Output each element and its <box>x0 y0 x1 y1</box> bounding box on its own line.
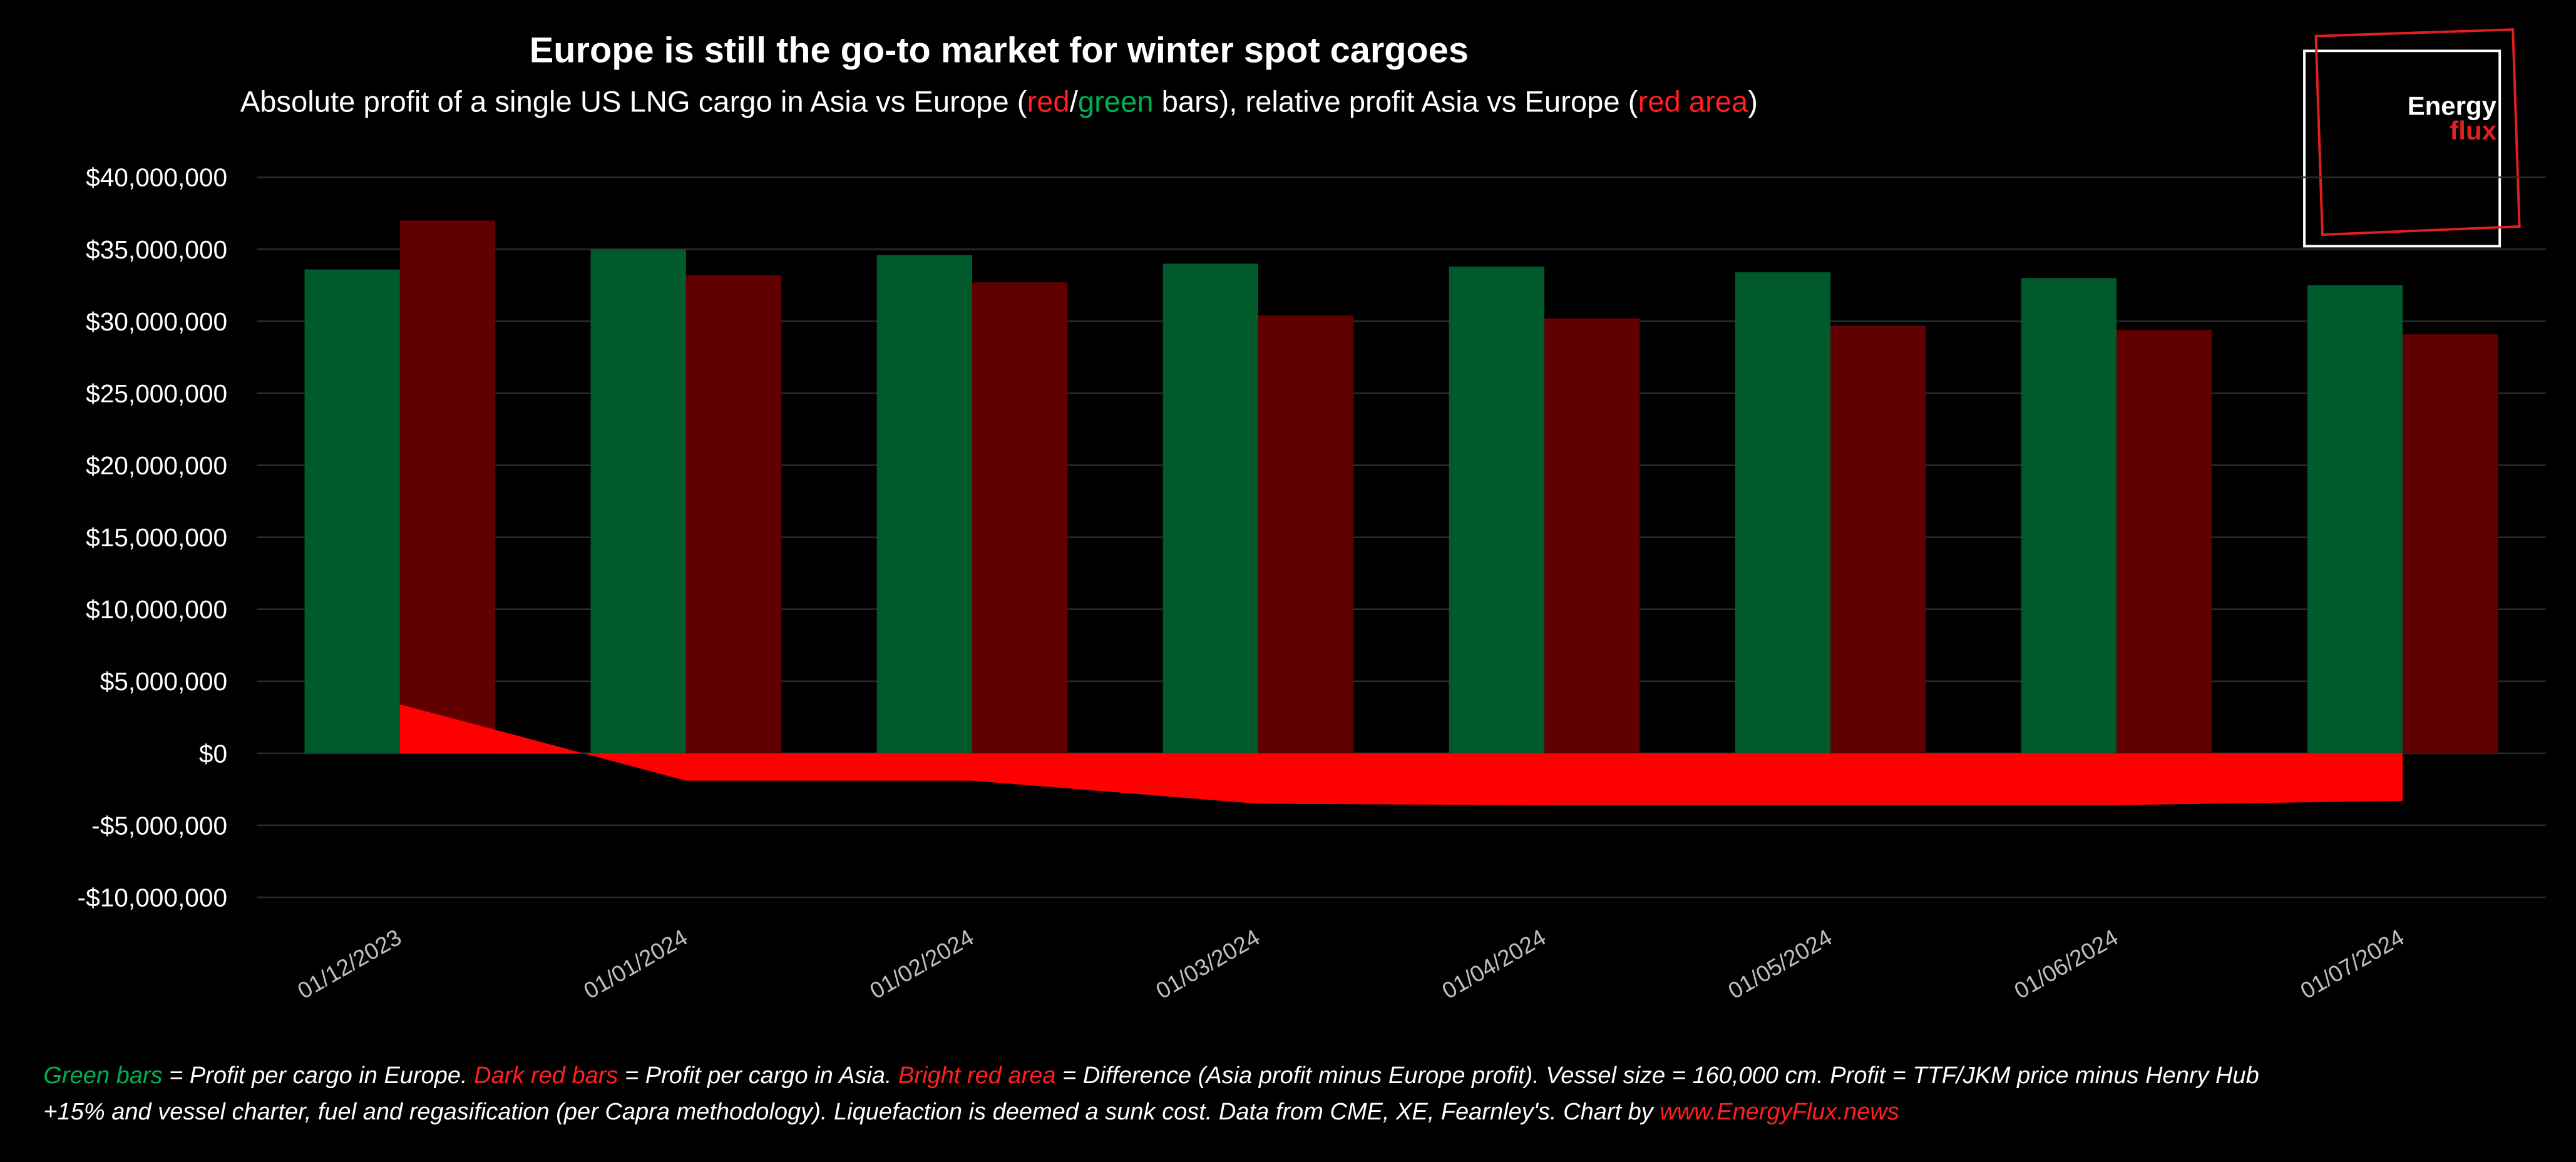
footnote-text: = Difference (Asia profit minus Europe p… <box>1056 1063 2259 1089</box>
subtitle-part: Absolute profit of a single US LNG cargo… <box>240 85 1027 118</box>
y-tick-label: $20,000,000 <box>86 451 227 480</box>
bar <box>304 269 400 753</box>
y-tick-label: $35,000,000 <box>86 235 227 264</box>
bar <box>2117 330 2212 753</box>
footnote-key: Dark red bars <box>474 1063 618 1089</box>
y-tick-label: $25,000,000 <box>86 379 227 408</box>
logo-text: flux <box>2450 116 2496 145</box>
footnote: +15% and vessel charter, fuel and regasi… <box>43 1099 1899 1125</box>
bar <box>1830 325 1926 753</box>
y-tick-label: $40,000,000 <box>86 163 227 192</box>
footnote-key: Bright red area <box>898 1063 1055 1089</box>
y-tick-label: -$5,000,000 <box>91 811 227 840</box>
area <box>399 704 2403 805</box>
footnote-key: Green bars <box>43 1063 162 1089</box>
bar <box>1449 266 1544 753</box>
footnote-text: = Profit per cargo in Europe. <box>163 1063 475 1089</box>
chart-subtitle: Absolute profit of a single US LNG cargo… <box>240 85 1758 118</box>
bar <box>972 282 1068 753</box>
bar <box>1735 272 1831 753</box>
y-tick-label: -$10,000,000 <box>78 883 228 912</box>
subtitle-part: ) <box>1748 85 1758 118</box>
subtitle-part: bars), relative profit Asia vs Europe ( <box>1154 85 1638 118</box>
y-tick-label: $30,000,000 <box>86 307 227 336</box>
y-tick-label: $10,000,000 <box>86 595 227 624</box>
bar <box>590 249 686 753</box>
footnote-link: www.EnergyFlux.news <box>1660 1099 1899 1125</box>
logo-frame <box>2303 49 2502 248</box>
subtitle-part: red <box>1027 85 1069 118</box>
logo: Energy flux <box>2303 28 2521 248</box>
bar <box>399 220 496 753</box>
chart-title: Europe is still the go-to market for win… <box>530 31 1469 71</box>
y-tick-label: $0 <box>199 739 227 768</box>
footnote-text: = Profit per cargo in Asia. <box>618 1063 898 1089</box>
logo-text: Energy <box>2408 91 2497 121</box>
bar <box>2021 278 2117 753</box>
footnote-text: +15% and vessel charter, fuel and regasi… <box>43 1099 1660 1125</box>
subtitle-part: green <box>1078 85 1154 118</box>
bar <box>685 275 782 753</box>
bar <box>1258 315 1354 753</box>
bar <box>2403 334 2498 753</box>
bar <box>2307 285 2403 753</box>
bar <box>1162 263 1258 753</box>
footnote: Green bars = Profit per cargo in Europe.… <box>43 1063 2259 1089</box>
y-tick-label: $5,000,000 <box>100 667 227 696</box>
subtitle-part: / <box>1070 85 1079 118</box>
bar <box>1544 318 1640 753</box>
logo-frame-red <box>2314 28 2521 237</box>
y-tick-label: $15,000,000 <box>86 523 227 552</box>
subtitle-part: red area <box>1638 85 1748 118</box>
bar <box>876 255 972 753</box>
